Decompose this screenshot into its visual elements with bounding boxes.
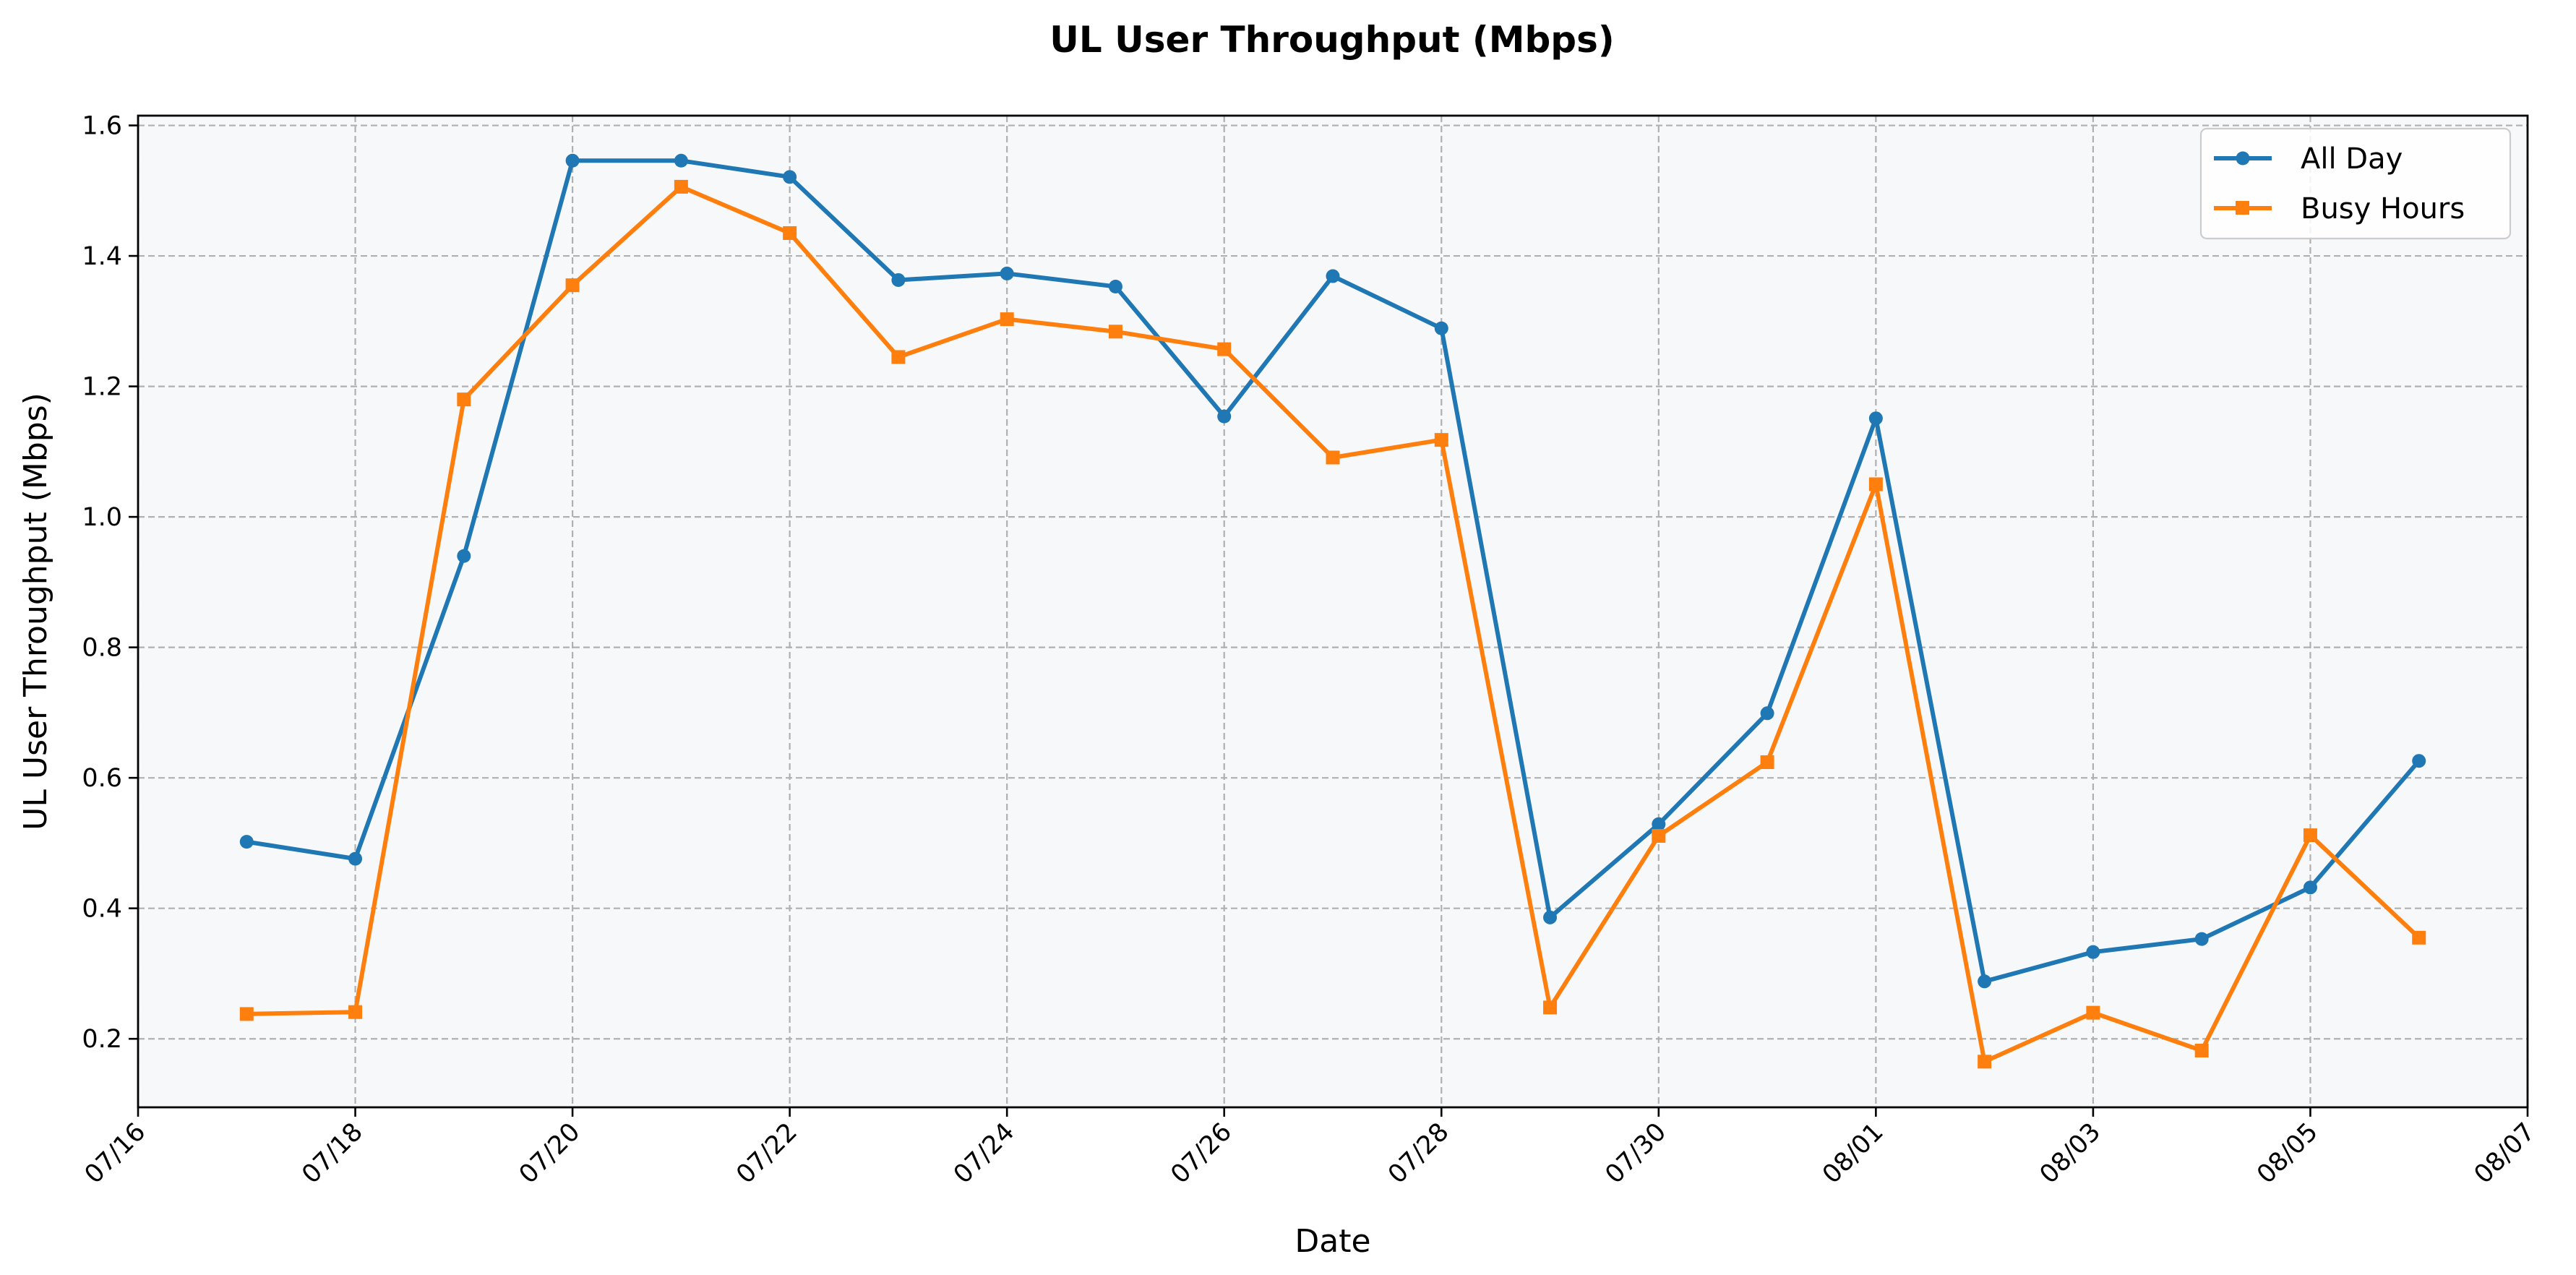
data-point [565,153,580,168]
legend-label-busy-hours: Busy Hours [2301,192,2465,226]
data-point [239,1007,254,1021]
data-point [1652,829,1666,843]
data-point [674,153,688,168]
series-busy-hours [239,179,2426,1069]
x-tick-label: 08/07 [2469,1117,2541,1190]
y-tick-label: 1.6 [82,112,122,141]
x-tick-label: 07/26 [1165,1117,1237,1190]
plot-frame [137,114,2529,1109]
legend: All Day Busy Hours [2199,127,2512,240]
x-tick-label: 07/24 [948,1117,1021,1190]
data-point [1217,342,1232,356]
data-point [2194,1043,2209,1057]
data-point [1108,325,1122,339]
data-point [783,226,797,240]
x-tick-label: 07/16 [80,1117,152,1190]
data-point [1543,910,1558,924]
x-tick-label: 07/18 [296,1117,369,1190]
data-point [2412,754,2426,768]
legend-marker-all-day [2236,151,2250,166]
legend-marker-busy-hours [2236,201,2249,215]
data-point [1978,974,1992,989]
x-axis: 07/16 07/18 07/20 07/22 07/24 07/26 07/28 07/30… [80,1107,2541,1190]
x-tick-label: 08/01 [1817,1117,1889,1190]
data-point [1868,411,1883,426]
plot-area [138,116,2528,1107]
data-point [2303,880,2317,895]
data-point [1760,706,1774,721]
data-point [1434,321,1448,335]
chart-title: UL User Throughput (Mbps) [1049,19,1614,61]
data-point [2086,945,2100,959]
data-point [674,179,688,194]
series-layer [239,153,2426,1069]
x-tick-label: 07/28 [1383,1117,1455,1190]
data-point [1108,279,1122,293]
y-tick-label: 1.0 [82,503,122,532]
y-axis-label: UL User Throughput (Mbps) [17,392,54,830]
data-point [1326,450,1340,465]
x-tick-label: 08/03 [2035,1117,2107,1190]
data-point [891,350,906,364]
x-tick-label: 07/22 [731,1117,803,1190]
data-point [2303,828,2317,843]
series-all-day [239,153,2426,989]
data-point [1760,755,1774,770]
data-point [1652,817,1666,831]
x-axis-label: Date [1295,1223,1370,1260]
y-tick-label: 0.6 [82,764,122,793]
legend-label-all-day: All Day [2301,142,2403,176]
y-tick-label: 1.2 [82,373,122,402]
y-axis: 0.2 0.4 0.6 0.8 1.0 1.2 1.4 1.6 [82,112,138,1054]
data-point [457,392,471,407]
data-point [457,549,471,563]
data-point [348,1005,363,1019]
legend-entry-busy-hours: Busy Hours [2214,192,2465,226]
x-tick-label: 07/20 [514,1117,586,1190]
grid-lines [137,116,2529,1107]
data-point [239,835,254,849]
data-point [1543,1000,1558,1015]
data-point [891,272,906,287]
legend-entry-all-day: All Day [2214,142,2403,176]
data-point [348,851,363,866]
legend-box [2199,127,2512,240]
data-point [1326,269,1340,283]
data-point [2412,930,2426,945]
y-tick-label: 0.8 [82,634,122,663]
data-point [2086,1005,2100,1020]
data-point [1217,409,1232,424]
data-point [1434,433,1448,447]
x-tick-label: 07/30 [1600,1117,1673,1190]
data-point [1000,312,1014,327]
data-point [1000,266,1014,280]
data-point [1868,477,1883,491]
data-point [1978,1055,1992,1069]
data-point [783,170,797,184]
y-tick-label: 0.4 [82,895,122,924]
x-tick-label: 08/05 [2251,1117,2324,1190]
data-point [565,278,580,293]
y-tick-label: 0.2 [82,1025,122,1054]
data-point [2194,932,2209,946]
y-tick-label: 1.4 [82,242,122,271]
